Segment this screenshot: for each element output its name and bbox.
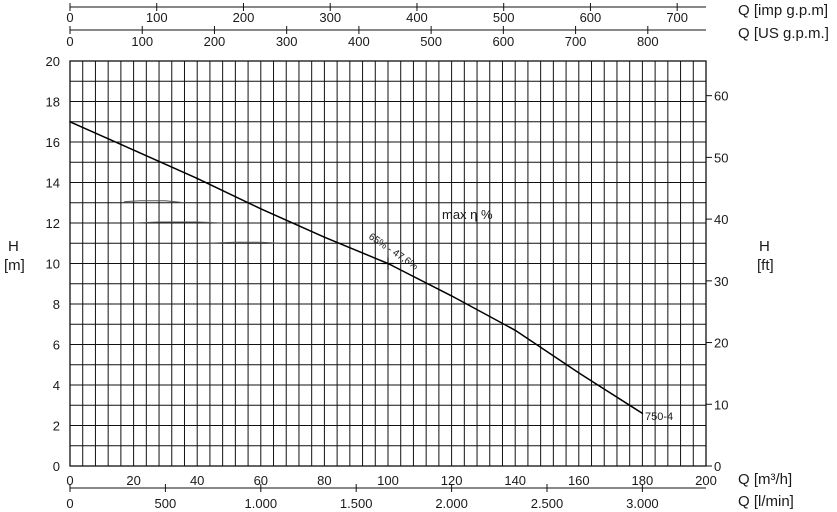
l-min-tick-label: 0 — [66, 496, 73, 511]
imp-gpm-tick-label: 500 — [493, 10, 515, 25]
plot-border — [69, 60, 707, 467]
x-tick-label: 80 — [317, 473, 331, 488]
us-gpm-tick-label: 400 — [348, 34, 370, 49]
data-point — [260, 208, 262, 210]
curve-label: 750-4 — [645, 411, 673, 423]
x-tick-label: 200 — [695, 473, 717, 488]
l-min-tick-label: 500 — [155, 496, 177, 511]
imp-gpm-tick-label: 700 — [666, 10, 688, 25]
data-point — [578, 372, 580, 374]
bottom-secondary-axis-label: Q [l/min] — [738, 493, 794, 510]
series-line-750-4 — [69, 121, 643, 415]
l-min-tick-label: 3.000 — [626, 496, 659, 511]
ft-tick-label: 30 — [714, 274, 728, 289]
us-gpm-tick-label: 500 — [420, 34, 442, 49]
imp-gpm-tick-label: 100 — [146, 10, 168, 25]
y-tick-label: 14 — [46, 176, 60, 191]
ft-tick-label: 10 — [714, 397, 728, 412]
bottom-primary-axis-label: Q [m³/h] — [738, 471, 792, 488]
x-tick-label: 60 — [254, 473, 268, 488]
y-tick-label: 2 — [53, 419, 60, 434]
faint-curves — [124, 200, 280, 244]
x-tick-label: 160 — [568, 473, 590, 488]
series-layer — [69, 120, 644, 415]
imp-gpm-tick-label: 300 — [319, 10, 341, 25]
x-tick-label: 120 — [441, 473, 463, 488]
imp-gpm-tick-label: 0 — [66, 10, 73, 25]
y-tick-label: 16 — [46, 135, 60, 150]
efficiency-contour — [124, 200, 185, 204]
y-tick-label: 0 — [53, 459, 60, 474]
imp-gpm-tick-label: 400 — [406, 10, 428, 25]
top-inner-axis-label: Q [US g.p.m.] — [738, 25, 829, 42]
imp-gpm-tick-label: 200 — [233, 10, 255, 25]
l-min-tick-label: 1.500 — [340, 496, 373, 511]
y-tick-label: 20 — [46, 54, 60, 69]
efficiency-contour — [133, 221, 223, 224]
y-tick-label: 18 — [46, 95, 60, 110]
grid — [70, 61, 706, 466]
data-point — [641, 412, 644, 415]
right-axis-label-line2: [ft] — [757, 257, 774, 274]
data-point — [196, 177, 198, 180]
y-tick-label: 8 — [53, 297, 60, 312]
x-tick-label: 0 — [66, 473, 73, 488]
data-point — [323, 236, 326, 238]
y-tick-label: 12 — [46, 216, 60, 231]
data-point — [69, 120, 71, 123]
ft-tick-label: 40 — [714, 212, 728, 227]
data-point — [514, 329, 516, 332]
right-axis-label-line1: H — [759, 238, 770, 255]
l-min-tick-label: 1.000 — [245, 496, 278, 511]
top-outer-axis-label: Q [imp g.p.m] — [738, 2, 828, 19]
us-gpm-tick-label: 200 — [204, 34, 226, 49]
us-gpm-tick-label: 100 — [131, 34, 153, 49]
l-min-tick-label: 2.500 — [531, 496, 564, 511]
data-point — [132, 149, 135, 151]
ft-tick-label: 0 — [714, 459, 721, 474]
us-gpm-tick-label: 0 — [66, 34, 73, 49]
us-gpm-tick-label: 800 — [637, 34, 659, 49]
l-min-tick-label: 2.000 — [435, 496, 468, 511]
us-gpm-tick-label: 300 — [276, 34, 298, 49]
left-axis-label-line2: [m] — [4, 257, 25, 274]
ft-tick-label: 20 — [714, 336, 728, 351]
efficiency-contour — [206, 241, 280, 244]
x-tick-label: 140 — [504, 473, 526, 488]
efficiency-label: max η % — [442, 207, 493, 222]
plot-frame — [69, 6, 707, 489]
y-tick-label: 10 — [46, 257, 60, 272]
y-tick-label: 4 — [53, 378, 60, 393]
y-tick-label: 6 — [53, 338, 60, 353]
x-tick-label: 40 — [190, 473, 204, 488]
ft-tick-label: 50 — [714, 150, 728, 165]
x-tick-label: 180 — [632, 473, 654, 488]
imp-gpm-tick-label: 600 — [580, 10, 602, 25]
us-gpm-tick-label: 600 — [493, 34, 515, 49]
ft-tick-label: 60 — [714, 89, 728, 104]
data-point — [450, 295, 453, 297]
us-gpm-tick-label: 700 — [565, 34, 587, 49]
left-axis-label-line1: H — [8, 238, 19, 255]
x-tick-label: 100 — [377, 473, 399, 488]
x-tick-label: 20 — [126, 473, 140, 488]
